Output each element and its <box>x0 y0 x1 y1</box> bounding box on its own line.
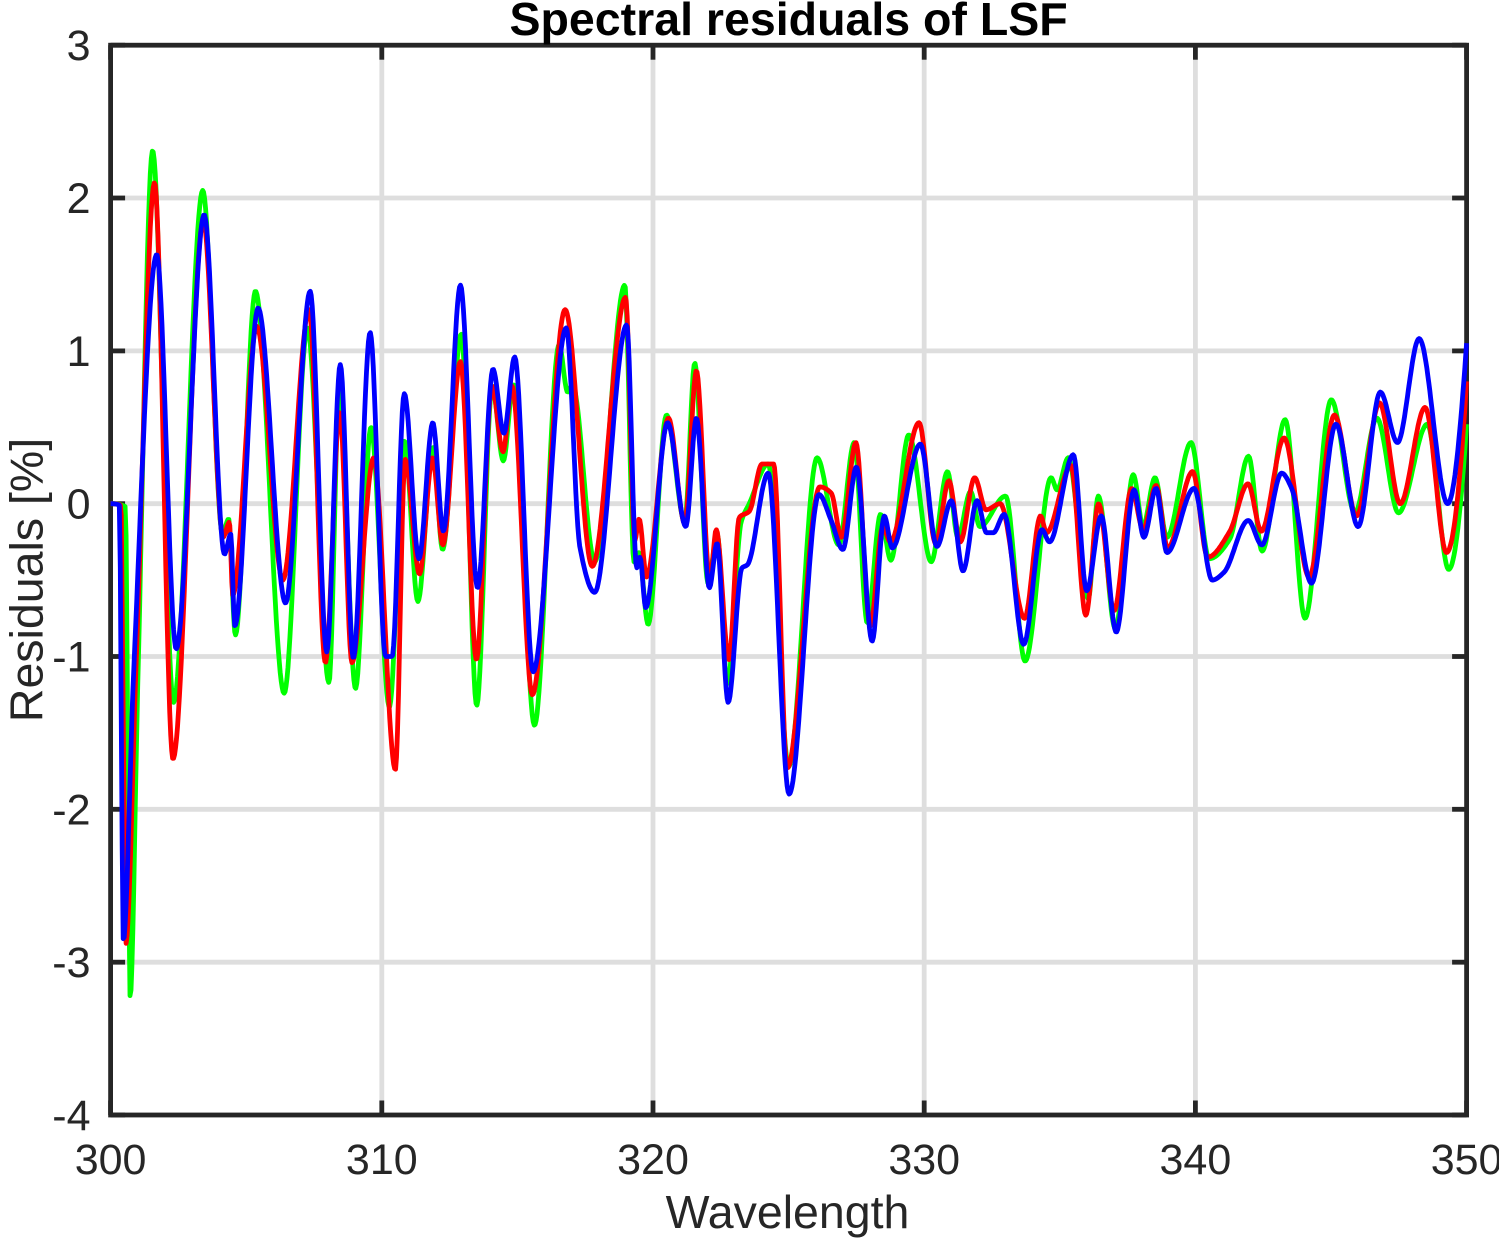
svg-text:-4: -4 <box>52 1092 90 1140</box>
svg-text:-2: -2 <box>52 786 90 834</box>
svg-text:310: 310 <box>346 1136 418 1184</box>
svg-text:300: 300 <box>75 1136 147 1184</box>
svg-text:340: 340 <box>1160 1136 1232 1184</box>
svg-text:2: 2 <box>67 175 91 223</box>
svg-text:350: 350 <box>1431 1136 1499 1184</box>
svg-text:3: 3 <box>67 22 91 70</box>
svg-text:0: 0 <box>67 481 91 529</box>
svg-text:330: 330 <box>888 1136 960 1184</box>
svg-text:Spectral residuals of LSF: Spectral residuals of LSF <box>510 0 1068 45</box>
svg-text:1: 1 <box>67 328 91 376</box>
svg-text:Wavelength: Wavelength <box>666 1186 910 1238</box>
svg-text:-1: -1 <box>52 634 90 682</box>
svg-text:320: 320 <box>617 1136 689 1184</box>
svg-text:-3: -3 <box>52 939 90 987</box>
svg-text:Residuals [%]: Residuals [%] <box>1 438 53 722</box>
